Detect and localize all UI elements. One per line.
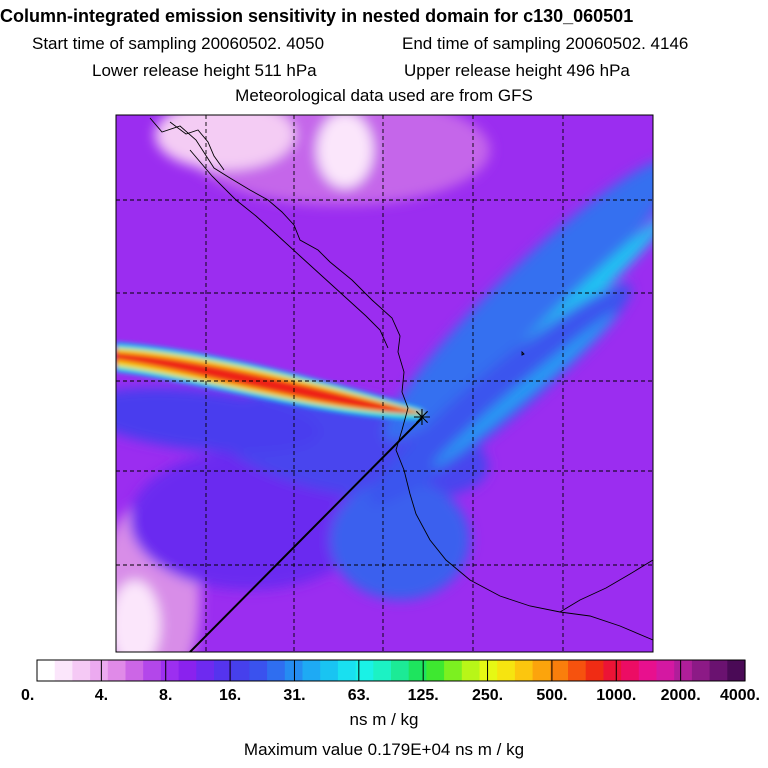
field-blob-west xyxy=(116,387,320,453)
colorbar-units-label: ns m / kg xyxy=(349,710,419,729)
colorbar-swatch xyxy=(320,660,339,681)
colorbar-swatch xyxy=(37,660,56,681)
field-band-northeast xyxy=(384,158,653,442)
colorbar-swatch xyxy=(691,660,711,681)
colorbar-swatch xyxy=(196,660,215,681)
colorbar-tick-label: 2000. xyxy=(661,687,701,704)
colorbar-swatch xyxy=(337,660,357,681)
colorbar-swatch xyxy=(461,660,481,681)
colorbar-swatch xyxy=(302,660,321,681)
colorbar-swatch xyxy=(727,660,746,681)
release-point-marker: ✳ xyxy=(413,405,431,430)
colorbar-swatch xyxy=(231,660,250,681)
colorbar-swatch xyxy=(444,660,463,681)
colorbar-swatch xyxy=(125,660,144,681)
colorbar-swatch xyxy=(160,660,180,681)
field-blob-nw-white xyxy=(155,115,295,170)
colorbar-tick-label: 8. xyxy=(159,687,172,704)
coastline-inner xyxy=(189,149,389,349)
field-blobs xyxy=(116,115,653,652)
map-frame xyxy=(115,114,654,653)
field-band-east-core xyxy=(432,312,618,468)
field-blob-south xyxy=(130,450,370,590)
upper-release-height-label: Upper release height 496 hPa xyxy=(404,61,630,80)
colorbar-swatch xyxy=(638,660,658,681)
colorbar-swatch xyxy=(373,660,392,681)
lat-lon-grid xyxy=(116,115,653,652)
sensitivity-field xyxy=(116,115,653,652)
colorbar-swatch xyxy=(284,660,304,681)
colorbar-swatch xyxy=(656,660,675,681)
colorbar-swatch xyxy=(426,660,445,681)
plume-red xyxy=(116,353,426,414)
coastline-southeast xyxy=(559,559,653,613)
lower-release-height-label: Lower release height 511 hPa xyxy=(92,61,317,80)
coastline-main xyxy=(149,117,653,641)
plume-cyan xyxy=(116,346,424,418)
coastline-gulf xyxy=(169,121,225,171)
field-blob-sw-white xyxy=(116,580,160,652)
field-band-east xyxy=(368,283,632,507)
colorbar-frame xyxy=(36,659,746,682)
colorbar-swatch xyxy=(550,660,569,681)
field-blob-sw xyxy=(116,500,200,652)
field-blob-north xyxy=(190,115,490,205)
colorbar-swatch xyxy=(178,660,197,681)
colorbar-swatch xyxy=(267,660,286,681)
colorbar-swatch xyxy=(107,660,127,681)
colorbar-swatch xyxy=(143,660,162,681)
chart-title: Column-integrated emission sensitivity i… xyxy=(0,6,634,26)
colorbar-tick-label: 63. xyxy=(348,687,370,704)
plume xyxy=(116,342,426,420)
colorbar-tick-label: 4000. xyxy=(720,687,760,704)
plume-outer xyxy=(116,342,422,420)
maximum-value-label: Maximum value 0.179E+04 ns m / kg xyxy=(243,740,525,759)
colorbar-swatch xyxy=(709,660,728,681)
colorbar-tick-label: 1000. xyxy=(596,687,636,704)
colorbar-swatch xyxy=(249,660,268,681)
field-blob-center xyxy=(211,390,489,500)
colorbar-swatch xyxy=(568,660,587,681)
end-time-label: End time of sampling 20060502. 4146 xyxy=(402,34,689,53)
flight-track xyxy=(189,417,423,652)
colorbar-swatch xyxy=(54,660,73,681)
colorbar-swatch xyxy=(497,660,516,681)
field-blob-mid-south xyxy=(330,480,470,600)
coastline-island xyxy=(521,350,525,356)
colorbar-swatch xyxy=(514,660,534,681)
colorbar-swatch xyxy=(621,660,640,681)
field-band-northeast-core xyxy=(444,208,653,432)
colorbar-swatch xyxy=(391,660,410,681)
colorbar-swatch xyxy=(603,660,622,681)
colorbar-tick-label: 500. xyxy=(536,687,567,704)
meteorological-data-label: Meteorological data used are from GFS xyxy=(235,86,533,105)
colorbar-tick-label: 31. xyxy=(283,687,305,704)
colorbar-swatch xyxy=(408,660,427,681)
field-blob-north-white xyxy=(317,115,373,188)
colorbar-tick-label: 125. xyxy=(408,687,439,704)
colorbar-swatch xyxy=(532,660,551,681)
colorbar-swatch xyxy=(72,660,91,681)
colorbar-tick-label: 4. xyxy=(95,687,108,704)
coastlines xyxy=(149,117,653,641)
colorbar-swatch xyxy=(355,660,374,681)
colorbar-swatch xyxy=(674,660,693,681)
field-background xyxy=(116,115,653,652)
colorbar xyxy=(36,659,746,682)
start-time-label: Start time of sampling 20060502. 4050 xyxy=(32,34,325,53)
colorbar-swatch xyxy=(90,660,109,681)
plume-yellow xyxy=(116,348,426,414)
colorbar-tick-label: 250. xyxy=(472,687,503,704)
colorbar-ticks: 0. 4. 8. 16. 31. 63. 125. 250. 500. 1000. 2000. 400… xyxy=(21,660,760,704)
colorbar-swatch xyxy=(479,660,498,681)
colorbar-swatch xyxy=(214,660,233,681)
colorbar-tick-label: 0. xyxy=(21,687,34,704)
plume-orange xyxy=(116,351,426,414)
colorbar-tick-label: 16. xyxy=(219,687,241,704)
colorbar-swatch xyxy=(585,660,604,681)
